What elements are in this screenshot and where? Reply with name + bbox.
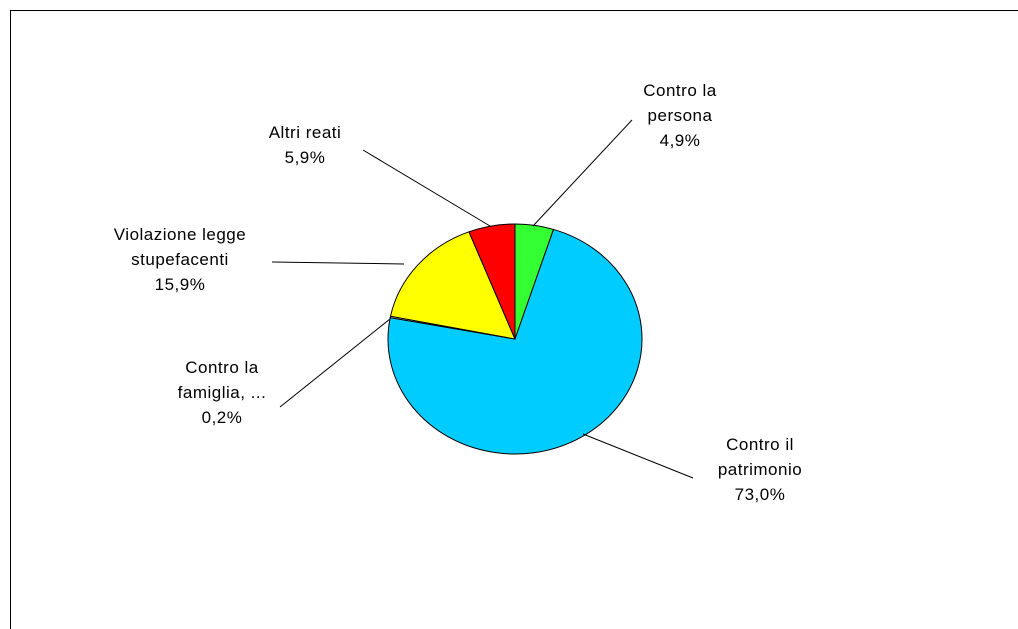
slice-name: Contro il patrimonio xyxy=(717,435,803,479)
slice-label: Contro la persona 4,9% xyxy=(625,78,735,153)
slice-name: Violazione legge stupefacenti xyxy=(113,225,247,269)
slice-value: 15,9% xyxy=(154,275,206,294)
slice-value: 4,9% xyxy=(659,131,701,150)
leader-line xyxy=(271,261,405,265)
slice-label: Violazione legge stupefacenti 15,9% xyxy=(80,222,280,297)
chart-frame xyxy=(10,10,1018,629)
slice-value: 5,9% xyxy=(284,148,326,167)
slice-value: 73,0% xyxy=(734,485,786,504)
pie-slice xyxy=(468,223,516,340)
leader-line xyxy=(362,149,491,227)
slice-name: Altri reati xyxy=(268,123,342,142)
leader-line xyxy=(532,119,633,227)
slice-value: 0,2% xyxy=(201,408,243,427)
pie-slice xyxy=(387,228,643,455)
slice-label: Contro la famiglia, ... 0,2% xyxy=(177,355,267,430)
slice-label: Altri reati 5,9% xyxy=(250,120,360,170)
pie-slice xyxy=(389,231,516,340)
slice-label: Contro il patrimonio 73,0% xyxy=(705,432,815,507)
slice-name: Contro la famiglia, ... xyxy=(177,358,267,402)
slice-name: Contro la persona xyxy=(643,81,717,125)
leader-line xyxy=(279,318,391,408)
leader-line xyxy=(582,433,694,479)
